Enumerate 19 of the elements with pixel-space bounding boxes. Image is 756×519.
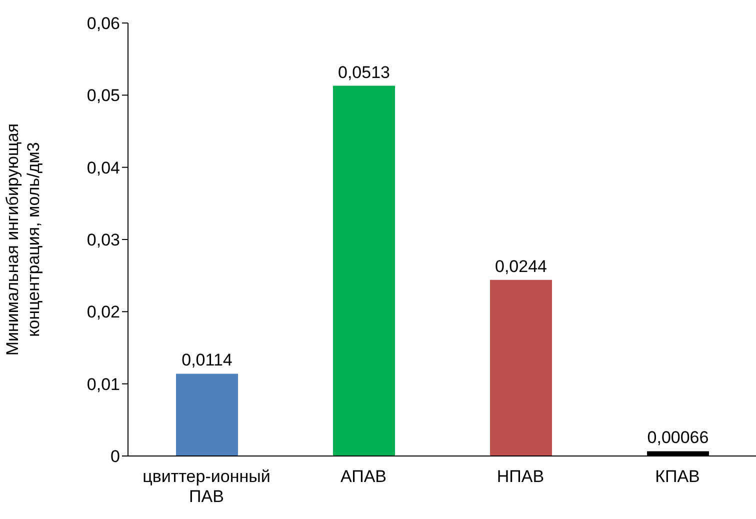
x-tick-label: АПАВ [340,467,387,486]
bar [333,86,395,456]
y-tick-label: 0,06 [86,14,120,34]
data-label: 0,00066 [647,428,709,448]
y-tick-label: 0,02 [86,302,120,322]
data-label: 0,0513 [338,62,390,82]
data-label: 0,0244 [495,256,547,276]
y-axis-title: Минимальная ингибирующая концентрация, моль/дм3 [3,123,43,356]
bar [176,374,238,456]
y-tick-label: 0 [110,447,120,466]
y-tick-label: 0,01 [86,374,120,394]
y-tick-label: 0,05 [86,86,120,106]
x-tick-label: КПАВ [655,467,700,486]
y-tick-label: 0,03 [86,230,120,250]
bar [490,280,552,456]
x-tick-label: цвиттер-ионный ПАВ [142,467,270,506]
x-tick-label: НПАВ [496,467,544,486]
y-tick-label: 0,04 [86,158,120,178]
data-label: 0,0114 [182,350,232,370]
